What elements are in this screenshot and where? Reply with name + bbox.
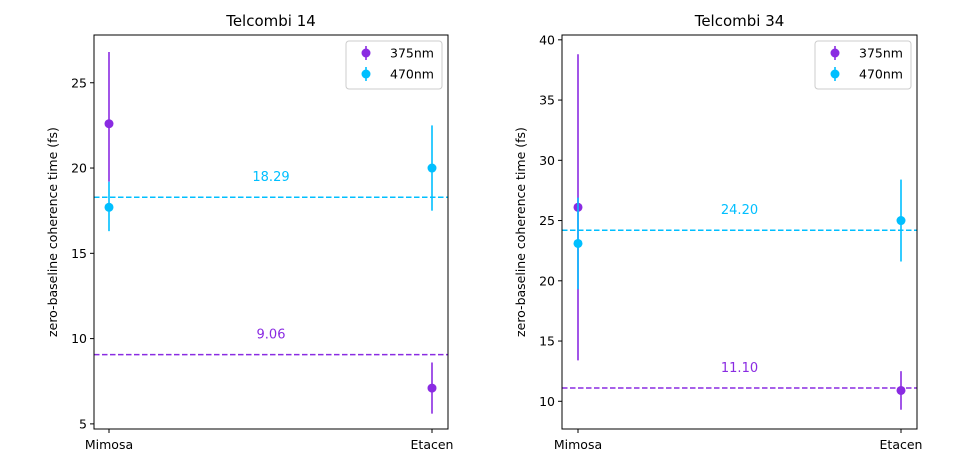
plot-frame bbox=[93, 34, 449, 430]
y-tick-label: 20 bbox=[71, 161, 87, 176]
x-tick-label: Mimosa bbox=[554, 437, 602, 452]
data-point bbox=[896, 385, 906, 395]
y-tick-label: 30 bbox=[539, 153, 555, 168]
reference-line-label: 9.06 bbox=[257, 328, 286, 343]
x-tick-label: Etacen bbox=[411, 437, 454, 452]
legend-marker bbox=[361, 48, 371, 58]
data-point bbox=[104, 202, 114, 212]
y-tick-label: 20 bbox=[539, 273, 555, 288]
legend-marker bbox=[361, 69, 371, 79]
data-point bbox=[427, 383, 437, 393]
data-point bbox=[104, 119, 114, 129]
x-tick-label: Etacen bbox=[880, 437, 923, 452]
data-point bbox=[573, 238, 583, 248]
y-tick-label: 25 bbox=[71, 75, 87, 90]
data-point bbox=[896, 216, 906, 226]
y-tick-label: 10 bbox=[71, 331, 87, 346]
reference-line-label: 11.10 bbox=[721, 361, 758, 376]
y-tick-label: 5 bbox=[79, 416, 87, 431]
y-axis-label: zero-baseline coherence time (fs) bbox=[513, 127, 528, 337]
y-tick-label: 15 bbox=[71, 246, 87, 261]
legend-marker bbox=[830, 48, 840, 58]
chart-panel-2: Telcombi 34 zero-baseline coherence time … bbox=[513, 12, 922, 452]
legend: 375nm 470nm bbox=[345, 40, 443, 90]
plot-frame bbox=[561, 34, 918, 430]
legend-label: 470nm bbox=[390, 67, 434, 82]
y-tick-label: 35 bbox=[539, 93, 555, 108]
y-tick-label: 10 bbox=[539, 394, 555, 409]
legend-marker bbox=[830, 69, 840, 79]
chart-panel-1: Telcombi 14 zero-baseline coherence time … bbox=[45, 12, 453, 452]
chart-title: Telcombi 14 bbox=[225, 12, 316, 30]
chart-title: Telcombi 34 bbox=[694, 12, 785, 30]
data-point bbox=[427, 163, 437, 173]
y-tick-label: 15 bbox=[539, 334, 555, 349]
legend: 375nm 470nm bbox=[814, 40, 912, 90]
legend-label: 375nm bbox=[390, 46, 434, 61]
y-axis-label: zero-baseline coherence time (fs) bbox=[45, 127, 60, 337]
legend-label: 375nm bbox=[859, 46, 903, 61]
reference-line-label: 24.20 bbox=[721, 203, 758, 218]
x-tick-label: Mimosa bbox=[85, 437, 133, 452]
y-tick-label: 25 bbox=[539, 213, 555, 228]
legend-label: 470nm bbox=[859, 67, 903, 82]
y-tick-label: 40 bbox=[539, 32, 555, 47]
reference-line-label: 18.29 bbox=[252, 170, 289, 185]
